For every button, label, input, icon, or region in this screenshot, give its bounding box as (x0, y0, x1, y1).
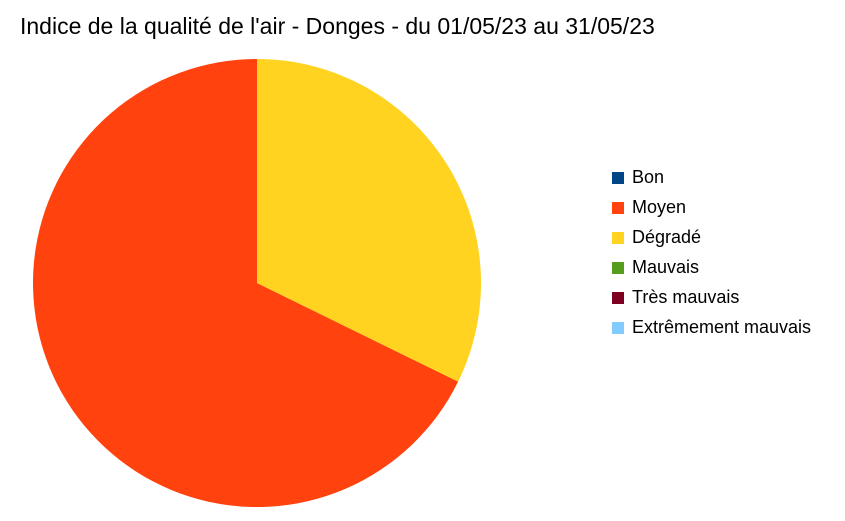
legend-swatch (612, 262, 624, 274)
legend-swatch (612, 292, 624, 304)
pie-slice (33, 59, 459, 508)
legend-swatch (612, 322, 624, 334)
legend-label: Extrêmement mauvais (632, 317, 811, 337)
legend-label: Très mauvais (632, 287, 739, 307)
legend-swatch (612, 232, 624, 244)
legend-swatch (612, 202, 624, 214)
legend-label: Dégradé (632, 227, 701, 247)
pie-slice (257, 59, 482, 382)
legend-label: Bon (632, 167, 664, 187)
legend-label: Mauvais (632, 257, 699, 277)
legend-label: Moyen (632, 197, 686, 217)
chart-title: Indice de la qualité de l'air - Donges -… (20, 13, 655, 39)
legend-swatch (612, 172, 624, 184)
